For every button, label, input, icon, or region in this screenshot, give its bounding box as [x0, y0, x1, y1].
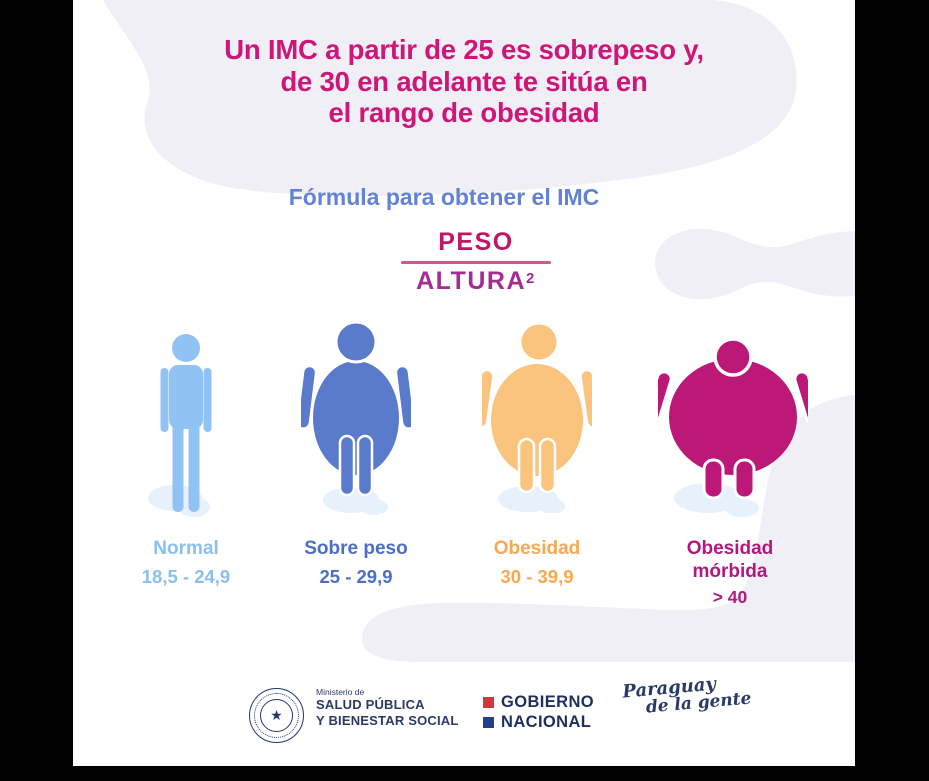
person-icon-obese	[482, 321, 592, 513]
category-range: 30 - 39,9	[500, 566, 574, 587]
ministry-pretitle: Ministerio de	[316, 687, 365, 697]
ground-shadow	[498, 486, 565, 513]
seal-ring	[254, 693, 299, 738]
government-line-1: GOBIERNO	[501, 692, 595, 711]
ministry-seal-logo: ★	[249, 688, 304, 743]
seal-star-icon: ★	[260, 699, 293, 732]
person-icon-overweight	[301, 320, 411, 515]
infographic-page: Un IMC a partir de 25 es sobrepeso y, de…	[73, 0, 855, 766]
formula-numerator: PESO	[438, 228, 514, 256]
category-range: > 40	[712, 587, 748, 607]
government-line-2: NACIONAL	[501, 712, 592, 731]
government-logo: GOBIERNO NACIONAL	[483, 692, 594, 732]
ministry-name-line-2: Y BIENESTAR SOCIAL	[316, 712, 459, 728]
decorative-blob-top	[103, 0, 797, 197]
denominator-base: ALTURA	[416, 266, 527, 295]
title-line-3: el rango de obesidad	[328, 97, 600, 128]
category-normal: Normal 18,5 - 24,9	[106, 537, 266, 588]
person-icon-morbid-obese	[658, 337, 808, 517]
denominator-exponent: 2	[526, 269, 536, 287]
page-title: Un IMC a partir de 25 es sobrepeso y, de…	[73, 34, 855, 129]
category-overweight: Sobre peso 25 - 29,9	[276, 537, 436, 588]
decorative-blob-bottom-right	[362, 395, 855, 662]
blue-square-icon	[483, 716, 494, 728]
fraction-line	[401, 261, 551, 264]
category-morbid-obese: Obesidad mórbida > 40	[680, 537, 780, 608]
government-row-2: NACIONAL	[483, 712, 594, 732]
red-square-icon	[483, 696, 494, 708]
bmi-formula: PESO ALTURA2	[85, 228, 855, 296]
background-blobs	[103, 0, 855, 662]
category-name: Obesidad	[493, 538, 581, 559]
category-obese: Obesidad 30 - 39,9	[457, 537, 617, 588]
category-range: 18,5 - 24,9	[141, 566, 231, 587]
formula-denominator: ALTURA2	[85, 267, 855, 296]
category-name: Obesidad mórbida	[686, 538, 774, 582]
government-row-1: GOBIERNO	[483, 692, 594, 712]
category-range: 25 - 29,9	[319, 566, 393, 587]
title-line-1: Un IMC a partir de 25 es sobrepeso y,	[224, 34, 704, 65]
ministry-wordmark: Ministerio de SALUD PÚBLICA Y BIENESTAR …	[316, 687, 459, 728]
person-icon-normal	[148, 334, 212, 517]
title-line-2: de 30 en adelante te sitúa en	[280, 65, 648, 97]
formula-heading: Fórmula para obtener el IMC	[288, 184, 600, 210]
ministry-name-line-1: SALUD PÚBLICA	[316, 697, 425, 712]
category-name: Sobre peso	[304, 538, 408, 559]
ground-shadow	[323, 487, 388, 515]
decorative-blob-mid-right	[655, 229, 855, 299]
category-name: Normal	[153, 538, 219, 559]
